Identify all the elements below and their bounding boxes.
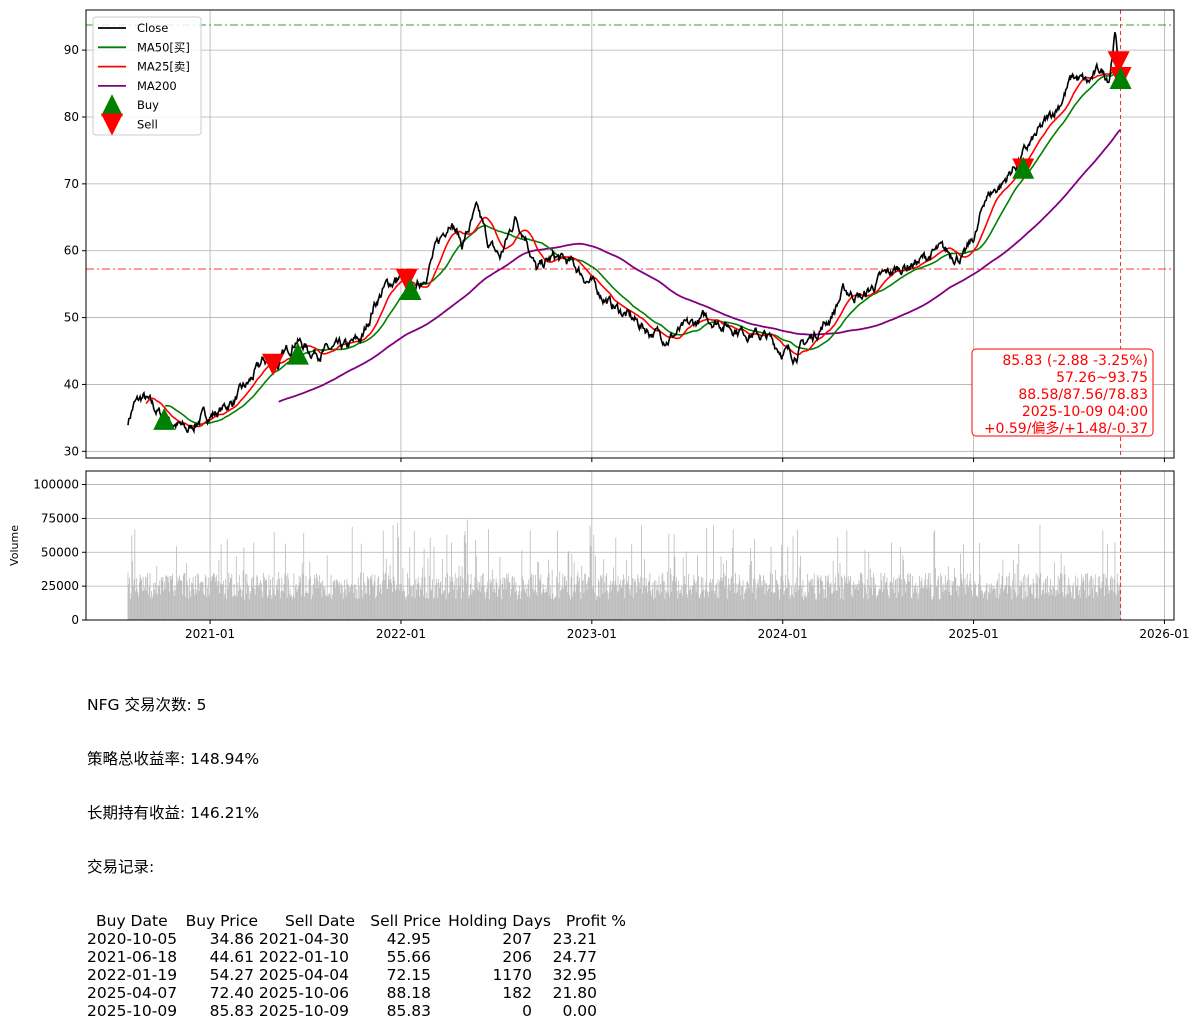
table-row: 2021-06-18 44.61 2022-01-10 55.66 206 24.77 <box>87 948 626 966</box>
table-cell: 55.66 <box>386 948 431 966</box>
table-cell: 88.18 <box>386 984 431 1002</box>
table-row: 2025-10-09 85.83 2025-10-09 85.83 0 0.00 <box>87 1002 626 1020</box>
table-cell: 21.80 <box>552 984 597 1002</box>
table-cell: 54.27 <box>209 966 254 984</box>
table-cell: Holding Days <box>448 912 551 930</box>
y-tick-label: 90 <box>64 43 79 57</box>
table-cell: 0 <box>522 1002 532 1020</box>
table-cell: Buy Price <box>185 912 258 930</box>
y-tick-label: 40 <box>64 377 79 391</box>
table-row: 2025-04-07 72.40 2025-10-06 88.18 182 21.80 <box>87 984 626 1002</box>
y-tick-label: 80 <box>64 110 79 124</box>
volume-tick-label: 25000 <box>41 579 79 593</box>
x-tick-label: 2024-01 <box>758 627 808 641</box>
sell-marker <box>395 268 418 291</box>
legend-label: Sell <box>137 118 158 132</box>
table-cell: 2025-10-09 <box>87 1002 178 1020</box>
buy-marker <box>1012 156 1035 179</box>
table-cell: 2022-01-19 <box>87 966 178 984</box>
table-cell: Sell Price <box>370 912 441 930</box>
table-cell: 1170 <box>492 966 532 984</box>
info-line: 2025-10-09 04:00 <box>1022 404 1148 420</box>
table-cell: 72.15 <box>386 966 431 984</box>
ma25-line <box>145 64 1121 428</box>
y-tick-label: 60 <box>64 244 79 258</box>
table-cell: 182 <box>502 984 532 1002</box>
legend-label: Buy <box>137 98 159 112</box>
info-line: 85.83 (-2.88 -3.25%) <box>1002 353 1148 369</box>
table-cell: 42.95 <box>386 930 431 948</box>
strategy-return: 策略总收益率: 148.94% <box>87 750 260 768</box>
table-cell: Buy Date <box>96 912 168 930</box>
table-cell: 2025-04-04 <box>258 966 349 984</box>
table-row: 2020-10-05 34.86 2021-04-30 42.95 207 23.21 <box>87 930 626 948</box>
table-cell: 0.00 <box>562 1002 597 1020</box>
buy-marker <box>1109 67 1132 90</box>
x-tick-label: 2023-01 <box>567 627 617 641</box>
x-tick-label: 2021-01 <box>185 627 235 641</box>
info-line: +0.59/偏多/+1.48/-0.37 <box>984 420 1148 437</box>
legend-label: Close <box>137 21 168 35</box>
table-cell: 44.61 <box>209 948 254 966</box>
ma200-line <box>278 129 1121 403</box>
sell-marker <box>1107 51 1130 74</box>
legend-label: MA25[卖] <box>137 60 190 74</box>
table-cell: 2021-04-30 <box>258 930 349 948</box>
volume-tick-label: 100000 <box>33 478 79 492</box>
trade-table: Buy Date Buy Price Sell Date Sell Price Hold… <box>87 912 626 1020</box>
backtest-summary: NFG 交易次数: 5 策略总收益率: 148.94% 长期持有收益: 146.… <box>87 660 626 1020</box>
x-tick-label: 2022-01 <box>376 627 426 641</box>
close-line <box>127 31 1121 435</box>
sell-marker <box>262 353 285 376</box>
table-cell: Sell Date <box>285 912 355 930</box>
table-cell: 85.83 <box>386 1002 431 1020</box>
buy-marker <box>286 342 309 365</box>
main-axes-frame <box>85 9 1175 459</box>
table-cell: 24.77 <box>552 948 597 966</box>
volume-tick-label: 0 <box>71 613 79 627</box>
table-cell: Profit % <box>565 912 626 930</box>
trade-count: NFG 交易次数: 5 <box>87 696 207 714</box>
table-cell: 206 <box>502 948 532 966</box>
legend-label: MA50[买] <box>137 40 190 54</box>
table-cell: 2022-01-10 <box>258 948 349 966</box>
info-box <box>971 348 1154 437</box>
table-row: 2022-01-19 54.27 2025-04-04 72.15 1170 32.95 <box>87 966 626 984</box>
table-cell: 2025-10-06 <box>258 984 349 1002</box>
price-chart-figure: 2021-01 2022-01 2023-01 2024-01 2025-01 2026-… <box>8 9 1190 641</box>
buy-hold-return: 长期持有收益: 146.21% <box>87 804 260 822</box>
legend-marker <box>101 113 123 136</box>
info-line: 88.58/87.56/78.83 <box>1018 387 1148 403</box>
x-tick-label: 2025-01 <box>949 627 999 641</box>
legend-label: MA200 <box>137 79 177 93</box>
table-header: Buy Date Buy Price Sell Date Sell Price Hold… <box>87 912 626 930</box>
table-cell: 207 <box>502 930 532 948</box>
y-tick-label: 70 <box>64 177 79 191</box>
y-tick-label: 30 <box>64 444 79 458</box>
buy-marker <box>153 407 176 430</box>
volume-tick-label: 50000 <box>41 545 79 559</box>
x-tick-label: 2026-01 <box>1139 627 1189 641</box>
y-tick-label: 50 <box>64 311 79 325</box>
table-cell: 72.40 <box>209 984 254 1002</box>
legend-marker <box>101 94 123 117</box>
table-cell: 2025-04-07 <box>87 984 178 1002</box>
buy-marker <box>399 278 422 301</box>
table-cell: 2025-10-09 <box>258 1002 349 1020</box>
volume-axis-label: Volume <box>8 525 21 566</box>
table-cell: 2021-06-18 <box>87 948 178 966</box>
table-cell: 2020-10-05 <box>87 930 178 948</box>
trade-records-label: 交易记录: <box>87 858 155 876</box>
info-line: 57.26~93.75 <box>1056 370 1148 386</box>
table-cell: 23.21 <box>552 930 597 948</box>
table-cell: 32.95 <box>552 966 597 984</box>
volume-axes-frame <box>85 470 1175 621</box>
table-cell: 34.86 <box>209 930 254 948</box>
volume-tick-label: 75000 <box>41 511 79 525</box>
table-cell: 85.83 <box>209 1002 254 1020</box>
